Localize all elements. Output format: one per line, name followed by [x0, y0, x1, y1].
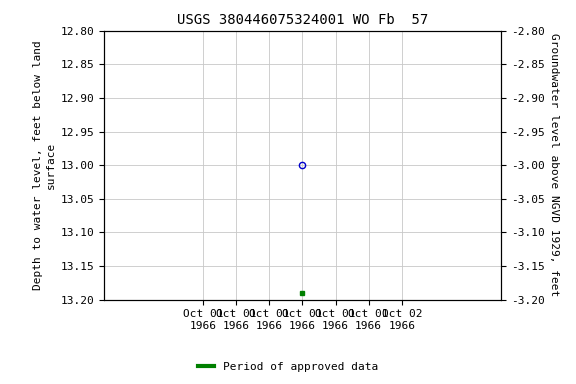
Legend: Period of approved data: Period of approved data [193, 358, 383, 377]
Y-axis label: Depth to water level, feet below land
surface: Depth to water level, feet below land su… [33, 40, 56, 290]
Title: USGS 380446075324001 WO Fb  57: USGS 380446075324001 WO Fb 57 [177, 13, 428, 27]
Y-axis label: Groundwater level above NGVD 1929, feet: Groundwater level above NGVD 1929, feet [549, 33, 559, 297]
